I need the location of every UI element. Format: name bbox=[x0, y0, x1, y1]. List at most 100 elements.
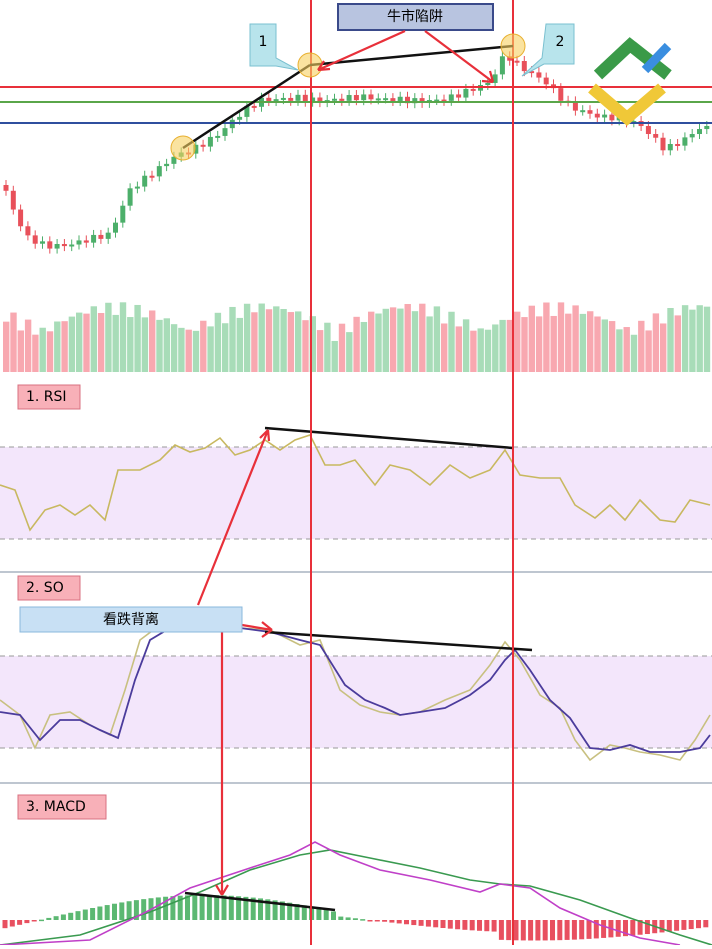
volume-bar bbox=[579, 313, 587, 372]
candle bbox=[375, 98, 381, 101]
panel-label: 2. SO bbox=[26, 580, 64, 596]
macd-bar bbox=[170, 896, 176, 920]
macd-bar bbox=[199, 895, 205, 920]
macd-bar bbox=[331, 911, 336, 920]
volume-bar bbox=[149, 310, 156, 372]
macd-bar bbox=[112, 903, 117, 920]
volume-bar bbox=[368, 311, 375, 372]
macd-line bbox=[0, 841, 681, 946]
macd-bar bbox=[564, 920, 570, 940]
macd-bar bbox=[615, 920, 621, 937]
candle bbox=[47, 241, 53, 249]
candle bbox=[207, 136, 213, 147]
volume-bar bbox=[46, 331, 54, 372]
macd-bar bbox=[177, 895, 183, 920]
macd-bar bbox=[462, 920, 468, 930]
macd-bar bbox=[228, 895, 234, 920]
macd-bar bbox=[104, 905, 110, 920]
pivot bbox=[297, 52, 323, 78]
candle bbox=[412, 98, 418, 104]
candle bbox=[514, 60, 520, 63]
volume-bar bbox=[309, 316, 316, 372]
volume-bar bbox=[200, 320, 207, 372]
volume-bar bbox=[17, 330, 24, 372]
macd-bar bbox=[185, 895, 190, 920]
macd-bar bbox=[382, 920, 388, 922]
volume-bar bbox=[499, 319, 506, 372]
volume-bar bbox=[3, 321, 10, 372]
volume-bar bbox=[477, 328, 484, 372]
macd-bar bbox=[192, 895, 198, 920]
candle bbox=[580, 110, 586, 113]
candle bbox=[251, 105, 257, 108]
arrows bbox=[196, 29, 495, 896]
macd-bar bbox=[301, 905, 307, 920]
candle bbox=[456, 94, 462, 98]
macd-bar bbox=[367, 920, 373, 922]
candle bbox=[302, 94, 308, 102]
volume-bar bbox=[514, 311, 521, 372]
volume-bar bbox=[696, 305, 703, 372]
volume-bar bbox=[229, 306, 236, 372]
macd-bar bbox=[360, 919, 366, 921]
volume-bar bbox=[397, 308, 404, 372]
panel-label: 3. MACD bbox=[26, 799, 86, 815]
price-chart bbox=[3, 51, 711, 372]
candle bbox=[448, 94, 454, 101]
macd-bar bbox=[681, 920, 687, 930]
candle bbox=[69, 244, 75, 247]
volume-bar bbox=[76, 312, 83, 372]
volume-bar bbox=[222, 323, 229, 372]
volume-bar bbox=[404, 304, 411, 372]
candle bbox=[390, 98, 396, 101]
pivot bbox=[500, 33, 526, 59]
volume-bar bbox=[207, 326, 214, 372]
macd-bar bbox=[666, 920, 672, 932]
candle bbox=[361, 94, 367, 101]
volume-bar bbox=[674, 315, 681, 372]
candle bbox=[120, 205, 126, 223]
candle bbox=[558, 88, 564, 101]
macd-bar bbox=[250, 897, 256, 920]
price-trendline bbox=[182, 63, 311, 150]
macd-bar bbox=[411, 920, 417, 926]
volume-bar bbox=[506, 319, 514, 372]
volume-bar bbox=[616, 329, 623, 372]
volume-bar bbox=[426, 316, 433, 372]
candle bbox=[609, 114, 615, 121]
macd-bar bbox=[221, 895, 227, 920]
macd-bar bbox=[447, 920, 453, 929]
volume-bar bbox=[652, 313, 660, 372]
volume-bar bbox=[170, 324, 178, 372]
macd-bar bbox=[2, 920, 8, 929]
volume-bar bbox=[572, 305, 579, 372]
candle bbox=[594, 113, 600, 118]
candle bbox=[295, 94, 301, 101]
candle bbox=[113, 222, 118, 233]
candle bbox=[142, 175, 148, 187]
candle bbox=[543, 77, 549, 85]
macd-bar bbox=[53, 916, 59, 920]
macd-histogram bbox=[2, 895, 709, 941]
volume-bar bbox=[703, 306, 711, 372]
volume-bar bbox=[389, 307, 397, 372]
volume-bar bbox=[667, 308, 674, 372]
volume-bar bbox=[360, 321, 368, 372]
volume-bar bbox=[346, 332, 353, 372]
volume-bar bbox=[689, 309, 696, 372]
macd-bar bbox=[389, 920, 395, 923]
volume-bar bbox=[521, 317, 528, 372]
candle bbox=[434, 99, 440, 102]
macd-bar bbox=[433, 920, 439, 928]
macd-bar bbox=[477, 920, 482, 931]
macd-bar bbox=[214, 895, 220, 920]
candle bbox=[499, 56, 505, 75]
volume-bar bbox=[411, 311, 419, 372]
callout-label: 2 bbox=[556, 34, 565, 50]
volume-bar bbox=[280, 308, 287, 372]
volume-bar bbox=[645, 330, 652, 372]
macd-bar bbox=[404, 920, 409, 925]
volume-bar bbox=[462, 319, 470, 372]
divergence-box bbox=[19, 606, 243, 633]
